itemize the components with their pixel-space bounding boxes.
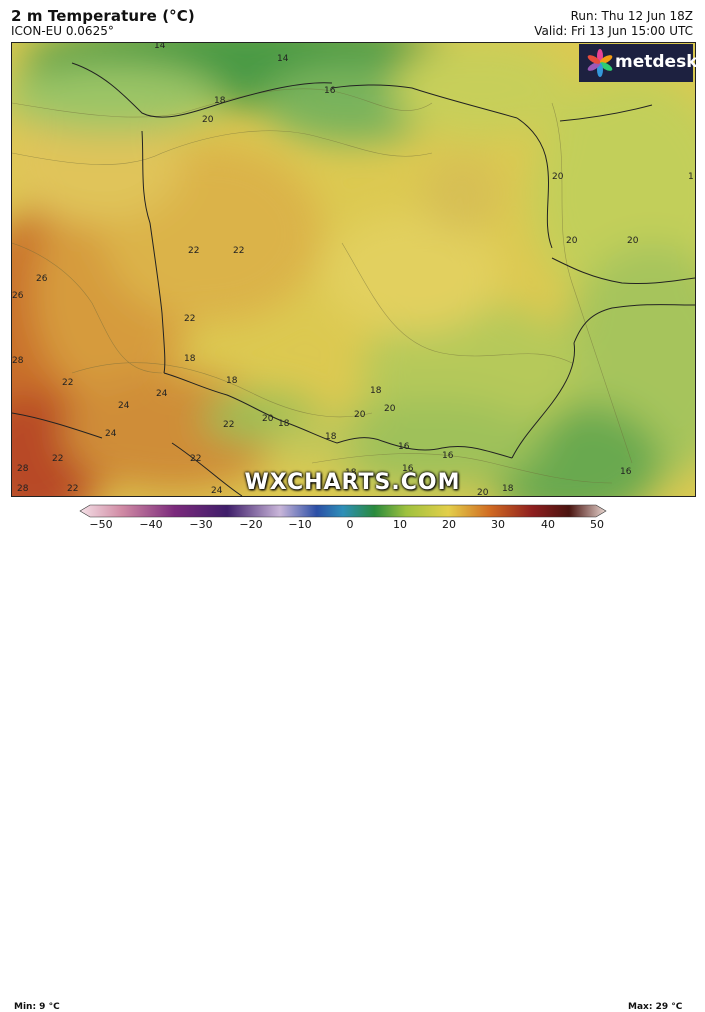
- contour-label: 28: [12, 356, 24, 366]
- contour-label: 14: [277, 54, 289, 64]
- legend-tick: −20: [239, 518, 263, 531]
- legend-tick: 40: [541, 518, 555, 531]
- legend-tick: 50: [590, 518, 604, 531]
- contour-label: 24: [211, 486, 223, 496]
- legend-max: Max: 29 °C: [628, 1002, 683, 1012]
- contour-label: 20: [627, 236, 639, 246]
- contour-label: 26: [36, 274, 48, 284]
- temperature-map[interactable]: 14 14 16 18 20 20 20 20 22 22 22 22 22 2…: [11, 42, 696, 497]
- contour-label: 20: [354, 410, 366, 420]
- contour-label: 18: [214, 96, 226, 106]
- contour-label: 28: [17, 464, 29, 474]
- contour-label: 18: [345, 468, 357, 478]
- legend-tick: −30: [189, 518, 213, 531]
- contour-label: 16: [620, 467, 632, 477]
- run-time: Run: Thu 12 Jun 18Z: [570, 9, 693, 23]
- contour-label: 22: [52, 454, 63, 464]
- contour-label: 26: [12, 291, 24, 301]
- contour-label: 18: [325, 432, 337, 442]
- contour-label: 22: [67, 484, 78, 494]
- contour-label: 22: [233, 246, 244, 256]
- contour-label: 22: [188, 246, 199, 256]
- contour-label: 20: [262, 414, 274, 424]
- contour-label: 22: [223, 420, 234, 430]
- contour-label: 24: [156, 389, 168, 399]
- contour-label: 18: [278, 419, 290, 429]
- header: 2 m Temperature (°C) ICON-EU 0.0625° Run…: [0, 0, 705, 42]
- legend-tick: 0: [346, 518, 354, 531]
- contour-label: 18: [184, 354, 196, 364]
- contour-label: 14: [154, 43, 166, 51]
- contour-label: 20: [566, 236, 578, 246]
- contour-label: 20: [202, 115, 214, 125]
- watermark: WXCHARTS.COM: [244, 470, 461, 495]
- contour-label: 18: [502, 484, 514, 494]
- legend-tick: −50: [89, 518, 113, 531]
- contour-label: 20: [552, 172, 564, 182]
- legend-min: Min: 9 °C: [14, 1002, 60, 1012]
- contour-label: 16: [324, 86, 336, 96]
- contour-label: 16: [398, 442, 410, 452]
- legend-tick: 30: [491, 518, 505, 531]
- contour-label: 24: [118, 401, 130, 411]
- valid-time: Valid: Fri 13 Jun 15:00 UTC: [534, 24, 693, 38]
- contour-label: 16: [402, 464, 414, 474]
- contour-label: 22: [62, 378, 73, 388]
- contour-label: 18: [226, 376, 238, 386]
- contour-label: 20: [384, 404, 396, 414]
- metdesk-flower-icon: [587, 49, 613, 77]
- contour-label: 22: [184, 314, 195, 324]
- contour-label: 18: [370, 386, 382, 396]
- legend-tick: −40: [139, 518, 163, 531]
- legend-tick: −10: [288, 518, 312, 531]
- contour-label: 28: [17, 484, 29, 494]
- legend-bar: Min: 9 °C Max: 29 °C −50 −40 −30 −20 −10…: [0, 500, 705, 1012]
- model-label: ICON-EU 0.0625°: [11, 24, 114, 38]
- contour-label: 1: [688, 172, 694, 182]
- legend-tick: 20: [442, 518, 456, 531]
- chart-title: 2 m Temperature (°C): [11, 7, 195, 25]
- metdesk-logo-text: metdesk: [615, 52, 698, 72]
- legend-tick: 10: [393, 518, 407, 531]
- metdesk-logo: metdesk: [579, 44, 698, 82]
- contour-label: 20: [477, 488, 489, 496]
- contour-label: 24: [105, 429, 117, 439]
- contour-label: 22: [190, 454, 201, 464]
- contour-label: 16: [442, 451, 454, 461]
